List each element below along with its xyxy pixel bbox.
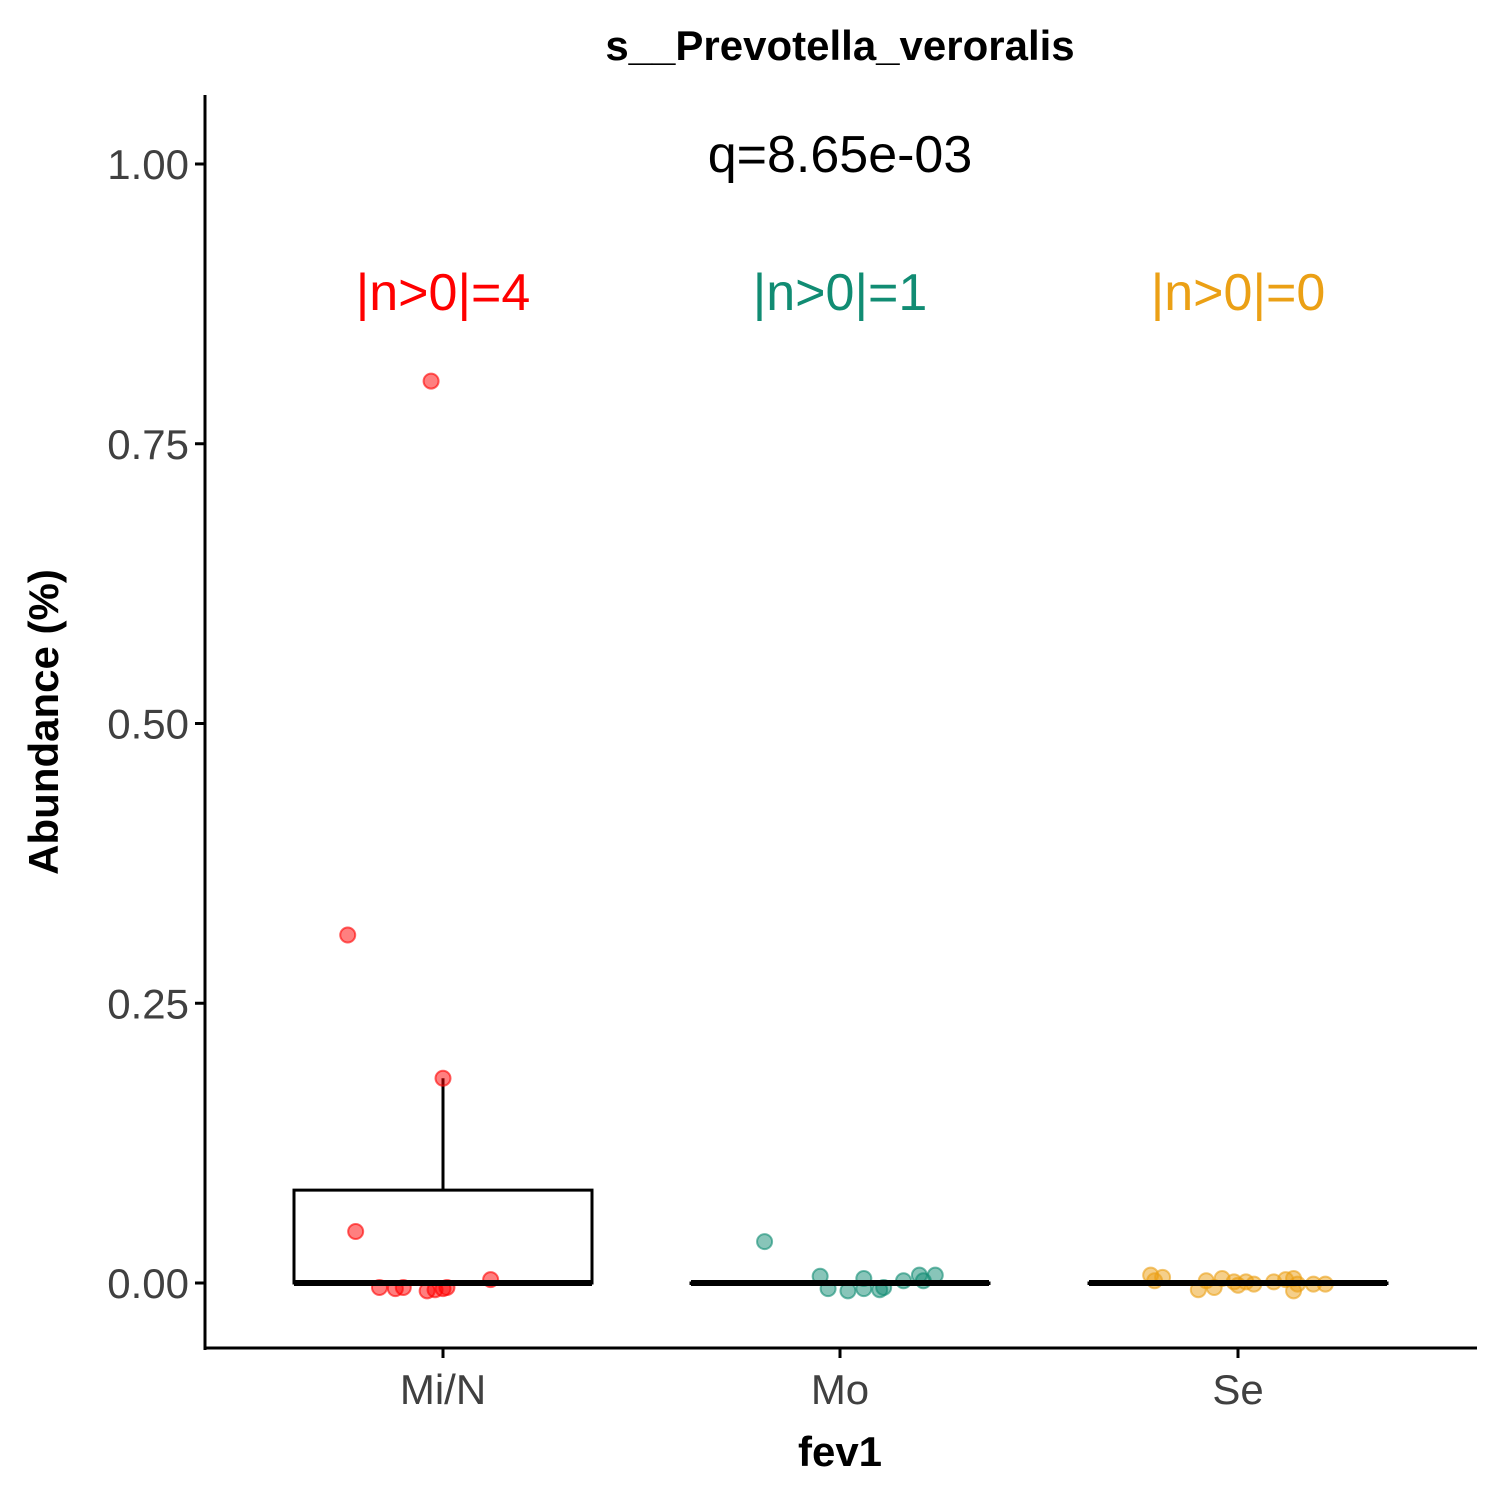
x-tick-label: Mi/N	[400, 1366, 486, 1413]
box-layer	[292, 1078, 1389, 1285]
x-axis-ticks: Mi/N Mo Se	[400, 1348, 1264, 1413]
chart-title: s__Prevotella_veroralis	[605, 22, 1074, 69]
y-tick-label: 0.25	[107, 980, 189, 1027]
x-tick-label: Mo	[811, 1366, 869, 1413]
data-point	[422, 372, 440, 390]
nonzero-label-mi-n: |n>0|=4	[356, 264, 531, 322]
data-point	[347, 1223, 365, 1241]
data-point	[434, 1069, 452, 1087]
data-point	[339, 926, 357, 944]
x-axis-title: fev1	[798, 1428, 882, 1475]
y-axis-ticks: 0.00 0.25 0.50 0.75 1.00	[107, 141, 205, 1307]
y-tick-label: 0.75	[107, 421, 189, 468]
y-axis-title: Abundance (%)	[20, 569, 67, 875]
x-tick-label: Se	[1212, 1366, 1263, 1413]
y-tick-label: 0.50	[107, 701, 189, 748]
y-tick-label: 0.00	[107, 1260, 189, 1307]
q-value-label: q=8.65e-03	[708, 126, 973, 184]
box-mi-n	[292, 1188, 594, 1285]
y-tick-label: 1.00	[107, 141, 189, 188]
nonzero-label-se: |n>0|=0	[1151, 264, 1326, 322]
point-layer	[339, 372, 1334, 1300]
nonzero-label-mo: |n>0|=1	[753, 264, 928, 322]
data-point	[756, 1233, 774, 1251]
